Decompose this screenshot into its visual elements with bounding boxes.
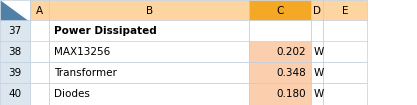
Text: MAX13256: MAX13256 bbox=[54, 47, 111, 57]
Bar bbox=[30, 62, 49, 83]
Bar bbox=[30, 20, 49, 42]
Bar bbox=[249, 41, 311, 62]
Text: E: E bbox=[342, 6, 348, 16]
Bar bbox=[0, 0, 30, 22]
Bar bbox=[0, 20, 30, 42]
Bar bbox=[323, 41, 367, 62]
Text: 37: 37 bbox=[8, 26, 22, 36]
Text: D: D bbox=[313, 6, 321, 16]
Bar bbox=[323, 83, 367, 105]
Text: 39: 39 bbox=[8, 68, 22, 78]
Bar bbox=[30, 0, 49, 22]
Bar bbox=[311, 0, 323, 22]
Text: C: C bbox=[276, 6, 284, 16]
Bar bbox=[323, 20, 367, 42]
Text: B: B bbox=[146, 6, 153, 16]
Text: 38: 38 bbox=[8, 47, 22, 57]
Text: Diodes: Diodes bbox=[54, 89, 90, 99]
Text: W: W bbox=[314, 89, 324, 99]
Bar bbox=[311, 41, 323, 62]
Bar bbox=[49, 41, 249, 62]
Polygon shape bbox=[0, 0, 30, 22]
Bar bbox=[311, 62, 323, 83]
Bar bbox=[249, 20, 311, 42]
Text: W: W bbox=[314, 68, 324, 78]
Text: W: W bbox=[314, 47, 324, 57]
Bar bbox=[0, 0, 30, 22]
Bar bbox=[311, 20, 323, 42]
Bar bbox=[49, 62, 249, 83]
Bar bbox=[49, 20, 249, 42]
Bar bbox=[249, 83, 311, 105]
Text: 0.202: 0.202 bbox=[276, 47, 306, 57]
Bar bbox=[311, 83, 323, 105]
Bar bbox=[249, 0, 311, 22]
Text: 0.348: 0.348 bbox=[276, 68, 306, 78]
Text: Power Dissipated: Power Dissipated bbox=[54, 26, 157, 36]
Bar bbox=[323, 62, 367, 83]
Bar bbox=[249, 62, 311, 83]
Bar bbox=[323, 0, 367, 22]
Bar bbox=[30, 41, 49, 62]
Text: 0.180: 0.180 bbox=[276, 89, 306, 99]
Text: A: A bbox=[36, 6, 43, 16]
Bar bbox=[49, 83, 249, 105]
Bar bbox=[0, 41, 30, 62]
Text: 40: 40 bbox=[8, 89, 22, 99]
Bar bbox=[0, 83, 30, 105]
Bar bbox=[30, 83, 49, 105]
Text: Transformer: Transformer bbox=[54, 68, 117, 78]
Bar bbox=[0, 62, 30, 83]
Bar bbox=[49, 0, 249, 22]
